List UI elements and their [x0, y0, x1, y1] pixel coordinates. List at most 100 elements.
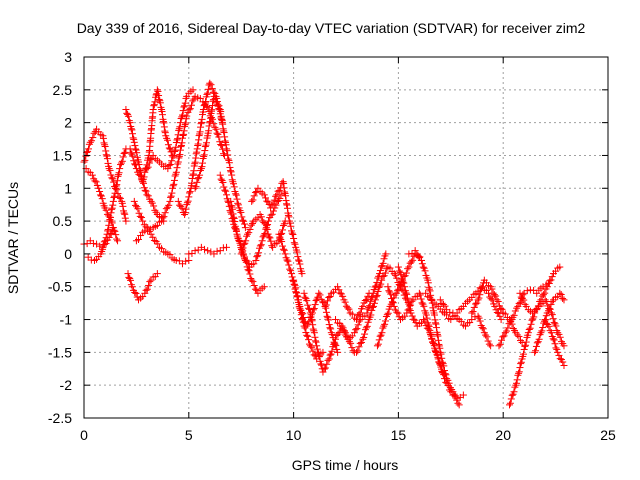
data-point-marker [161, 209, 169, 217]
data-point-marker [250, 192, 258, 200]
data-point-marker [383, 311, 391, 319]
data-point [560, 361, 568, 369]
axis-ticks [83, 56, 609, 419]
data-point [267, 204, 275, 212]
data-point-marker [148, 199, 156, 207]
data-point [212, 125, 220, 133]
data-point-marker [403, 294, 411, 302]
data-point-marker [266, 234, 274, 242]
data-point [352, 348, 360, 356]
data-point [313, 342, 321, 350]
data-point [227, 197, 235, 205]
data-point [174, 158, 182, 166]
data-point-marker [299, 310, 307, 318]
data-point-marker [181, 121, 189, 129]
data-point [216, 171, 224, 179]
data-point [298, 270, 306, 278]
data-point-marker [101, 237, 109, 245]
data-point-marker [444, 376, 452, 384]
data-point-marker [355, 310, 363, 318]
data-point [153, 86, 161, 94]
data-point-marker [545, 322, 553, 330]
data-point-marker [323, 360, 331, 368]
data-point-marker [280, 246, 288, 254]
data-point-marker [513, 331, 521, 339]
data-point-marker [102, 147, 110, 155]
data-point-marker [174, 131, 182, 139]
data-point-marker [293, 292, 301, 300]
data-point-marker [315, 353, 323, 361]
data-point-marker [516, 364, 524, 372]
data-point-marker [84, 145, 92, 153]
data-point-marker [301, 293, 309, 301]
data-point [319, 368, 327, 376]
data-point-marker [375, 283, 383, 291]
data-point-marker [523, 287, 531, 295]
data-point-marker [323, 312, 331, 320]
data-point-marker [391, 291, 399, 299]
data-point-marker [497, 305, 505, 313]
data-point-marker [514, 371, 522, 379]
data-point-marker [399, 278, 407, 286]
data-point-marker [397, 270, 405, 278]
data-point-marker [505, 320, 513, 328]
data-point [130, 138, 138, 146]
data-point-marker [341, 298, 349, 306]
data-point-marker [106, 213, 114, 221]
data-point-marker [441, 370, 449, 378]
data-point [139, 217, 147, 225]
data-point [378, 276, 386, 284]
data-point-marker [419, 263, 427, 271]
data-point-marker [108, 204, 116, 212]
data-point-marker [279, 245, 287, 253]
data-point-marker [142, 286, 150, 294]
data-point [334, 283, 342, 291]
y-tick-labels: -2.5 -2 -1.5 -1 -0.5 0 0.5 1 1.5 2 2.5 3 [48, 49, 72, 426]
data-point-marker [446, 308, 454, 316]
data-point-marker [250, 281, 258, 289]
data-point-marker [544, 320, 552, 328]
data-point-marker [91, 177, 99, 185]
data-point-marker [288, 273, 296, 281]
plot-frame [83, 56, 609, 419]
data-point-marker [164, 136, 172, 144]
data-point [359, 302, 367, 310]
data-point-marker [326, 351, 334, 359]
data-point [300, 289, 308, 297]
data-point-marker [518, 294, 526, 302]
data-point-marker [548, 311, 556, 319]
data-point-marker [279, 222, 287, 230]
data-point-marker [218, 142, 226, 150]
data-point-marker [171, 146, 179, 154]
data-point-marker [304, 301, 312, 309]
y-tick-label: -2.5 [48, 410, 72, 426]
data-point-marker [552, 322, 560, 330]
data-point-marker [286, 265, 294, 273]
data-point [338, 322, 346, 330]
data-point-marker [402, 289, 410, 297]
data-point [455, 401, 463, 409]
data-point-marker [121, 210, 129, 218]
data-point-marker [421, 267, 429, 275]
data-point-marker [475, 314, 483, 322]
data-point-marker [361, 326, 369, 334]
data-point-marker [326, 293, 334, 301]
data-point-marker [298, 309, 306, 317]
data-point-marker [268, 210, 276, 218]
data-point [537, 329, 545, 337]
data-point [554, 329, 562, 337]
data-point [143, 165, 151, 173]
data-point-marker [473, 299, 481, 307]
data-point-marker [245, 229, 253, 237]
y-axis-label: SDTVAR / TECUs [5, 182, 21, 294]
data-point-marker [393, 274, 401, 282]
data-point-marker [484, 337, 492, 345]
data-point-marker [510, 311, 518, 319]
data-point-marker [251, 188, 259, 196]
data-point-marker [312, 337, 320, 345]
data-point-marker [348, 310, 356, 318]
data-point-marker [325, 321, 333, 329]
data-point-marker [240, 240, 248, 248]
data-point-marker [234, 199, 242, 207]
data-point-marker [328, 347, 336, 355]
